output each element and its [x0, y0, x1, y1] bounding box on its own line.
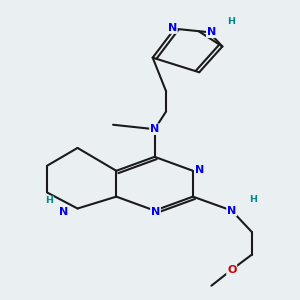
Text: N: N: [168, 23, 177, 33]
Text: O: O: [227, 265, 236, 275]
Text: H: H: [45, 196, 53, 205]
Text: N: N: [227, 206, 236, 216]
Text: H: H: [249, 195, 257, 204]
Text: N: N: [59, 207, 68, 217]
Text: N: N: [207, 27, 216, 37]
Text: N: N: [151, 207, 160, 217]
Text: N: N: [150, 124, 159, 134]
Text: H: H: [226, 17, 235, 26]
Text: N: N: [195, 165, 204, 175]
